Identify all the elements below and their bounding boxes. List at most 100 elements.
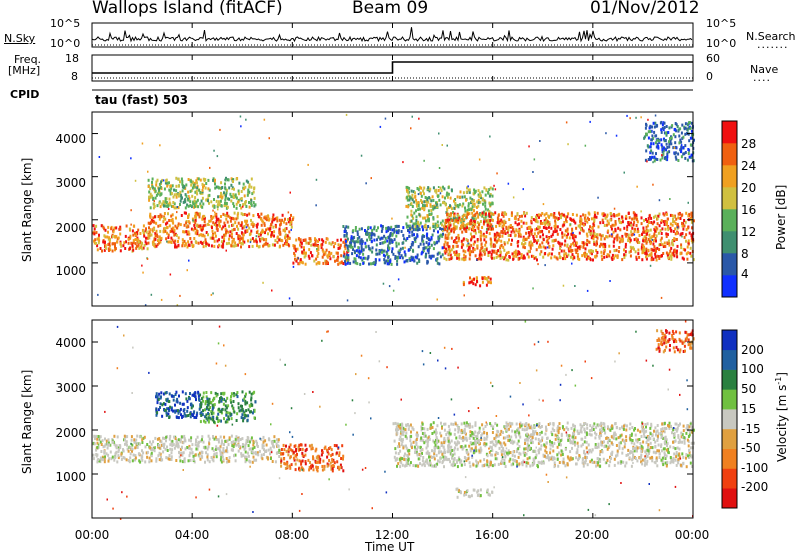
scatter-cell	[687, 214, 690, 218]
scatter-cell	[212, 436, 214, 439]
scatter-cell	[240, 454, 243, 458]
scatter-cell	[576, 441, 579, 445]
scatter-cell	[471, 235, 473, 239]
scatter-cell	[276, 438, 278, 442]
scatter-cell	[194, 443, 197, 447]
scatter-cell	[552, 239, 555, 243]
scatter-cell	[634, 227, 636, 231]
scatter-cell	[642, 239, 645, 243]
scatter-cell	[461, 204, 464, 208]
scatter-cell	[490, 215, 493, 219]
scatter-cell	[248, 185, 251, 189]
scatter-cell	[412, 249, 415, 253]
scatter-cell	[667, 226, 669, 230]
scatter-cell	[172, 205, 175, 208]
scatter-cell	[572, 231, 574, 234]
scatter-cell	[326, 237, 329, 241]
scatter-cell	[301, 459, 304, 463]
scatter-cell	[656, 222, 659, 226]
scatter-cell	[318, 261, 321, 265]
scatter-cell	[432, 254, 435, 258]
scatter-cell	[466, 226, 468, 230]
scatter-cell	[271, 289, 273, 292]
scatter-cell	[410, 243, 413, 247]
scatter-cell	[203, 184, 206, 188]
scatter-cell	[226, 420, 229, 424]
scatter-cell	[218, 419, 221, 423]
scatter-cell	[618, 220, 621, 224]
scatter-cell	[630, 464, 633, 468]
scatter-cell	[212, 448, 215, 452]
scatter-cell	[101, 439, 104, 443]
scatter-cell	[230, 434, 233, 438]
scatter-cell	[252, 223, 255, 226]
scatter-cell	[568, 236, 571, 240]
scatter-cell	[222, 458, 225, 462]
scatter-cell	[181, 460, 184, 464]
scatter-cell	[367, 244, 370, 248]
scatter-cell	[196, 232, 199, 236]
scatter-cell	[314, 237, 316, 241]
scatter-cell	[435, 188, 438, 192]
scatter-cell	[318, 238, 321, 242]
scatter-cell	[269, 452, 271, 456]
scatter-cell	[253, 445, 256, 449]
scatter-cell	[658, 257, 661, 260]
scatter-cell	[450, 463, 453, 467]
scatter-cell	[423, 192, 425, 196]
scatter-cell	[463, 213, 466, 217]
scatter-cell	[223, 237, 226, 241]
scatter-cell	[236, 412, 239, 416]
scatter-cell	[468, 245, 470, 249]
scatter-cell	[201, 455, 204, 459]
scatter-cell	[364, 241, 367, 245]
scatter-cell	[267, 232, 269, 236]
scatter-cell	[612, 230, 615, 234]
scatter-cell	[117, 236, 120, 240]
scatter-cell	[669, 226, 672, 230]
scatter-cell	[308, 248, 311, 252]
scatter-cell	[270, 233, 273, 237]
scatter-cell	[266, 456, 269, 460]
scatter-cell	[195, 440, 197, 443]
scatter-cell	[149, 440, 151, 444]
scatter-cell	[229, 412, 232, 416]
scatter-cell	[659, 243, 662, 246]
scatter-cell	[273, 234, 275, 238]
scatter-cell	[113, 458, 116, 462]
scatter-cell	[575, 226, 578, 230]
scatter-cell	[263, 223, 266, 227]
scatter-cell	[202, 395, 205, 399]
scatter-cell	[691, 233, 693, 237]
scatter-cell	[340, 260, 343, 264]
scatter-cell	[175, 439, 178, 442]
scatter-cell	[371, 231, 374, 235]
scatter-cell	[630, 230, 633, 234]
scatter-cell	[472, 242, 475, 246]
scatter-cell	[183, 223, 186, 227]
scatter-cell	[403, 237, 406, 241]
scatter-cell	[248, 212, 251, 216]
scatter-cell	[360, 154, 363, 157]
scatter-cell	[626, 228, 629, 232]
scatter-cell	[425, 252, 427, 256]
scatter-cell	[226, 220, 229, 224]
scatter-cell	[528, 145, 530, 148]
scatter-cell	[353, 249, 356, 253]
scatter-cell	[137, 442, 140, 446]
scatter-cell	[132, 453, 135, 457]
scatter-cell	[173, 435, 176, 439]
scatter-cell	[593, 235, 596, 238]
scatter-cell	[129, 456, 132, 460]
scatter-cell	[425, 241, 428, 245]
scatter-cell	[178, 451, 181, 455]
scatter-cell	[368, 232, 371, 236]
scatter-cell	[269, 229, 272, 233]
scatter-cell	[661, 126, 664, 130]
scatter-cell	[650, 216, 653, 220]
scatter-cell	[537, 231, 540, 235]
scatter-cell	[181, 241, 184, 245]
scatter-cell	[155, 394, 158, 398]
scatter-cell	[481, 277, 484, 281]
scatter-cell	[413, 222, 416, 226]
